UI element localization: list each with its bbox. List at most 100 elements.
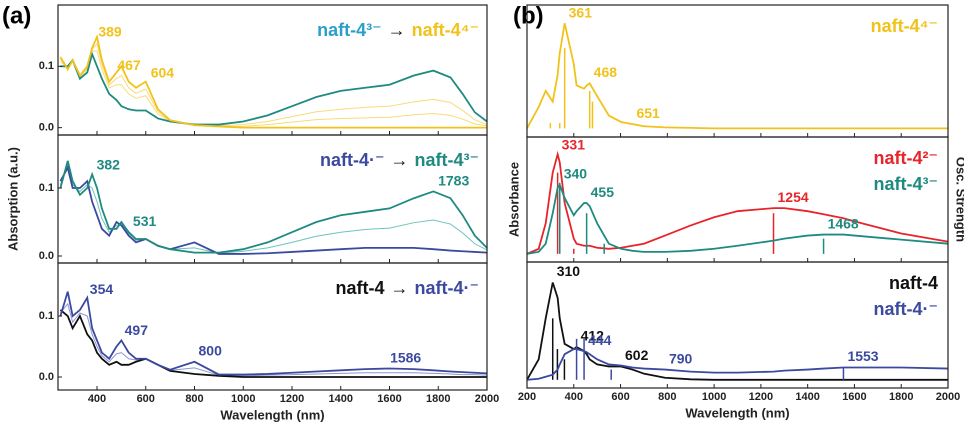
plot: 0.0 0.1 389 467 604 naft-4³⁻ → naft-4⁴⁻ (a) <box>2 2 488 136</box>
curve <box>59 309 487 378</box>
plot: 0.0 0.1 382 531 1783 naft-4·⁻ → naft-4³⁻ Absorpt… <box>5 134 488 264</box>
curve <box>60 51 487 126</box>
peak-label: 412 <box>581 328 605 344</box>
x-tick-label: 1400 <box>795 391 819 403</box>
x-tick-label: 1800 <box>426 393 450 405</box>
x-tick-label: 400 <box>88 393 106 405</box>
x-tick-label: 1200 <box>749 391 773 403</box>
x-tick-label: 800 <box>658 391 676 403</box>
peak-label: 790 <box>669 350 693 366</box>
curve <box>59 160 487 254</box>
peak-label: 531 <box>133 213 157 229</box>
curve <box>527 348 948 381</box>
legend: naft-4·⁻ → naft-4³⁻ <box>320 150 479 170</box>
peak-label: 444 <box>588 332 612 348</box>
peak-label: 1553 <box>847 348 878 364</box>
legend-entry: naft-4·⁻ <box>320 150 385 170</box>
y-tick-label: 0.1 <box>39 60 54 72</box>
curve <box>59 165 487 255</box>
curve <box>59 33 487 129</box>
curve <box>527 182 948 255</box>
y-tick-label: 0.1 <box>39 310 54 322</box>
x-tick-label: 800 <box>185 393 203 405</box>
plot: 200 400 600 800 1000 1200 1400 1600 1800 2000 310 4… <box>518 261 960 420</box>
legend-arrow: → <box>388 20 406 40</box>
x-tick-label: 1400 <box>329 393 353 405</box>
legend-arrow: → <box>391 150 409 170</box>
legend-entry: naft-4⁴⁻ <box>871 16 938 36</box>
peak-label: 331 <box>562 137 586 153</box>
peak-label: 382 <box>97 156 121 172</box>
x-tick-label: 1600 <box>377 393 401 405</box>
legend: naft-4 → naft-4·⁻ <box>336 278 480 298</box>
x-tick-label: 1000 <box>231 393 255 405</box>
peak-label: 497 <box>125 322 149 338</box>
x-axis-label: Wavelength (nm) <box>685 405 789 420</box>
y-tick-label: 0.1 <box>39 182 54 194</box>
x-tick-label: 2000 <box>936 391 960 403</box>
plot-area <box>527 23 948 130</box>
plot: 361 468 651 naft-4⁴⁻ (b) <box>513 2 949 138</box>
x-tick-label: 2000 <box>475 393 499 405</box>
plot-area <box>59 33 487 129</box>
legend-entry: naft-4³⁻ <box>317 20 382 40</box>
peak-label: 651 <box>636 105 660 121</box>
peak-label: 389 <box>98 24 122 40</box>
peak-label: 1783 <box>438 172 469 188</box>
x-tick-label: 1000 <box>702 391 726 403</box>
y2-axis-label: Osc. Strength <box>954 157 964 242</box>
legend-entry: naft-4³⁻ <box>874 174 939 194</box>
y-axis-label: Absorbance <box>506 162 521 237</box>
peak-label: 468 <box>594 64 618 80</box>
x-tick-label: 1800 <box>889 391 913 403</box>
x-tick-label: 1600 <box>842 391 866 403</box>
peak-label: 1468 <box>828 215 859 231</box>
legend-entry: naft-4⁴⁻ <box>412 20 479 40</box>
plot-area <box>527 150 948 255</box>
legend-entry: naft-4·⁻ <box>874 299 939 319</box>
plot-area <box>59 160 487 255</box>
peak-label: 361 <box>569 5 593 21</box>
x-axis-label: Wavelength (nm) <box>220 407 324 422</box>
curve <box>527 282 948 381</box>
x-tick-label: 600 <box>137 393 155 405</box>
curve <box>527 23 948 130</box>
x-tick-label: 200 <box>518 391 536 403</box>
panel-label: (b) <box>513 2 544 29</box>
peak-label: 455 <box>591 184 615 200</box>
peak-label: 602 <box>625 347 649 363</box>
x-tick-label: 1200 <box>280 393 304 405</box>
y-tick-label: 0.0 <box>39 122 54 134</box>
y-tick-label: 0.0 <box>39 371 54 383</box>
y-axis-label: Absorption (a.u.) <box>5 147 20 251</box>
legend-entry: naft-4 <box>889 273 938 293</box>
curve <box>527 150 948 255</box>
legend-entry: naft-4²⁻ <box>874 148 939 168</box>
y-tick-label: 0.0 <box>39 250 54 262</box>
peak-label: 354 <box>90 281 114 297</box>
peak-label: 340 <box>564 165 588 181</box>
plot-area <box>527 282 948 381</box>
panel-label: (a) <box>2 2 31 29</box>
peak-label: 1586 <box>390 349 421 365</box>
legend-entry: naft-4·⁻ <box>415 278 480 298</box>
peak-label: 467 <box>117 57 141 73</box>
peak-label: 800 <box>199 342 223 358</box>
peak-label: 604 <box>151 65 175 81</box>
plot-area <box>59 291 487 378</box>
legend: naft-4³⁻ → naft-4⁴⁻ <box>317 20 479 40</box>
legend-entry: naft-4³⁻ <box>415 150 480 170</box>
x-tick-label: 400 <box>565 391 583 403</box>
x-tick-label: 600 <box>611 391 629 403</box>
peak-label: 1254 <box>778 189 809 205</box>
frame <box>526 261 949 389</box>
legend-arrow: → <box>391 278 409 298</box>
frame <box>57 262 488 391</box>
peak-label: 310 <box>557 263 581 279</box>
curve <box>59 291 487 376</box>
legend-entry: naft-4 <box>336 278 385 298</box>
plot: 400 600 800 1000 1200 1400 1600 1800 2000 0.0 0.1 3… <box>39 262 499 422</box>
